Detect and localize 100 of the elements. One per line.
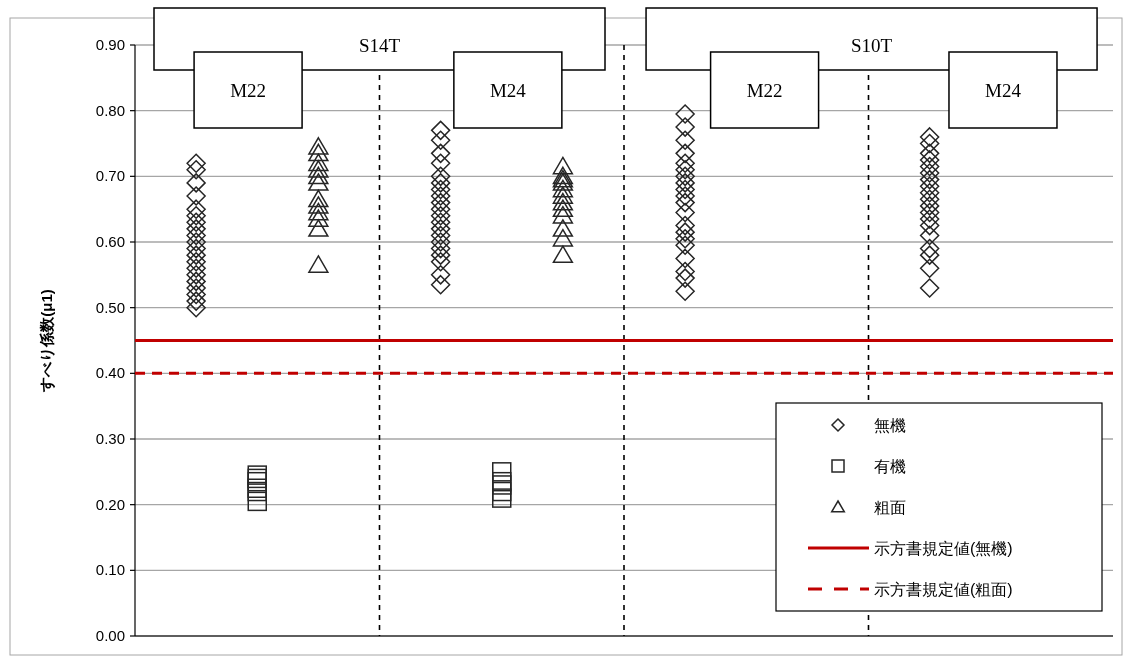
point bbox=[430, 143, 451, 164]
y-tick-label: 0.20 bbox=[95, 495, 125, 513]
point bbox=[675, 186, 695, 206]
point bbox=[552, 156, 574, 175]
point bbox=[492, 462, 512, 482]
point bbox=[430, 265, 451, 285]
point bbox=[430, 186, 451, 206]
point bbox=[430, 245, 451, 265]
point bbox=[919, 202, 940, 223]
point bbox=[186, 219, 206, 239]
y-tick-label: 0.40 bbox=[95, 364, 125, 382]
point bbox=[308, 196, 329, 214]
point bbox=[919, 189, 940, 210]
y-axis-title: すべり係数(μ1) bbox=[38, 289, 56, 393]
point bbox=[492, 481, 512, 502]
point bbox=[186, 173, 206, 193]
point bbox=[919, 238, 940, 259]
point bbox=[552, 179, 574, 198]
y-tick-label: 0.30 bbox=[95, 430, 125, 447]
legend-label: 示方書規定値(粗面) bbox=[874, 581, 1013, 598]
point bbox=[186, 225, 206, 246]
point bbox=[186, 232, 206, 252]
point bbox=[247, 491, 267, 512]
point bbox=[675, 130, 695, 150]
point bbox=[675, 235, 695, 256]
point bbox=[675, 153, 695, 173]
point bbox=[186, 258, 206, 279]
point bbox=[919, 176, 940, 196]
point bbox=[186, 186, 206, 206]
annotation: M22 bbox=[230, 80, 267, 101]
point bbox=[430, 205, 451, 226]
point bbox=[308, 153, 329, 172]
point bbox=[675, 160, 695, 180]
point bbox=[552, 192, 574, 211]
point bbox=[186, 291, 206, 311]
y-tick-label: 0.60 bbox=[95, 233, 125, 250]
point bbox=[919, 183, 940, 203]
y-tick-label: 0.70 bbox=[95, 167, 125, 185]
annotation: M24 bbox=[985, 80, 1022, 101]
point bbox=[308, 137, 329, 155]
point bbox=[186, 284, 206, 305]
legend-label: 無機 bbox=[874, 417, 906, 434]
point bbox=[552, 186, 574, 204]
point bbox=[430, 192, 451, 213]
point bbox=[186, 153, 206, 173]
point bbox=[919, 127, 940, 147]
annotation: M24 bbox=[948, 51, 1058, 129]
point bbox=[675, 215, 695, 236]
point bbox=[430, 166, 451, 187]
point bbox=[675, 222, 695, 242]
annotation: M22 bbox=[709, 51, 820, 129]
point bbox=[308, 219, 329, 237]
point bbox=[675, 192, 695, 213]
point bbox=[186, 238, 206, 259]
point bbox=[919, 225, 940, 246]
point bbox=[430, 212, 451, 233]
point bbox=[919, 196, 940, 216]
annotation: M22 bbox=[746, 80, 783, 101]
point bbox=[675, 248, 695, 269]
point bbox=[430, 120, 451, 141]
y-tick-label: 0.80 bbox=[95, 101, 125, 119]
point bbox=[675, 281, 695, 301]
point bbox=[675, 202, 695, 223]
point bbox=[430, 199, 451, 219]
legend-label: 示方書規定値(無機) bbox=[874, 540, 1013, 557]
point bbox=[186, 160, 206, 180]
point bbox=[552, 228, 574, 247]
annotation: S14T bbox=[358, 35, 401, 56]
point bbox=[186, 265, 206, 285]
point bbox=[430, 251, 451, 272]
point bbox=[186, 245, 206, 265]
y-tick-label: 0.50 bbox=[95, 298, 125, 316]
point bbox=[308, 202, 329, 221]
point bbox=[430, 179, 451, 200]
point bbox=[675, 166, 695, 187]
point bbox=[675, 179, 695, 200]
point bbox=[919, 245, 940, 265]
point bbox=[919, 169, 940, 190]
point bbox=[430, 173, 451, 193]
point bbox=[675, 104, 695, 124]
point bbox=[919, 163, 940, 183]
point bbox=[308, 209, 329, 227]
point bbox=[552, 219, 574, 237]
point bbox=[186, 271, 206, 292]
point bbox=[675, 143, 695, 164]
annotation: S10T bbox=[850, 35, 893, 56]
point bbox=[919, 258, 940, 279]
legend-label: 有機 bbox=[874, 458, 906, 475]
point bbox=[675, 268, 695, 288]
point bbox=[430, 153, 451, 173]
point bbox=[675, 117, 695, 137]
point bbox=[186, 278, 206, 298]
point bbox=[186, 251, 206, 272]
point bbox=[430, 238, 451, 259]
point bbox=[308, 143, 329, 162]
point bbox=[919, 209, 940, 229]
point bbox=[308, 255, 329, 273]
point bbox=[430, 130, 451, 150]
point bbox=[919, 278, 940, 298]
point bbox=[186, 205, 206, 226]
